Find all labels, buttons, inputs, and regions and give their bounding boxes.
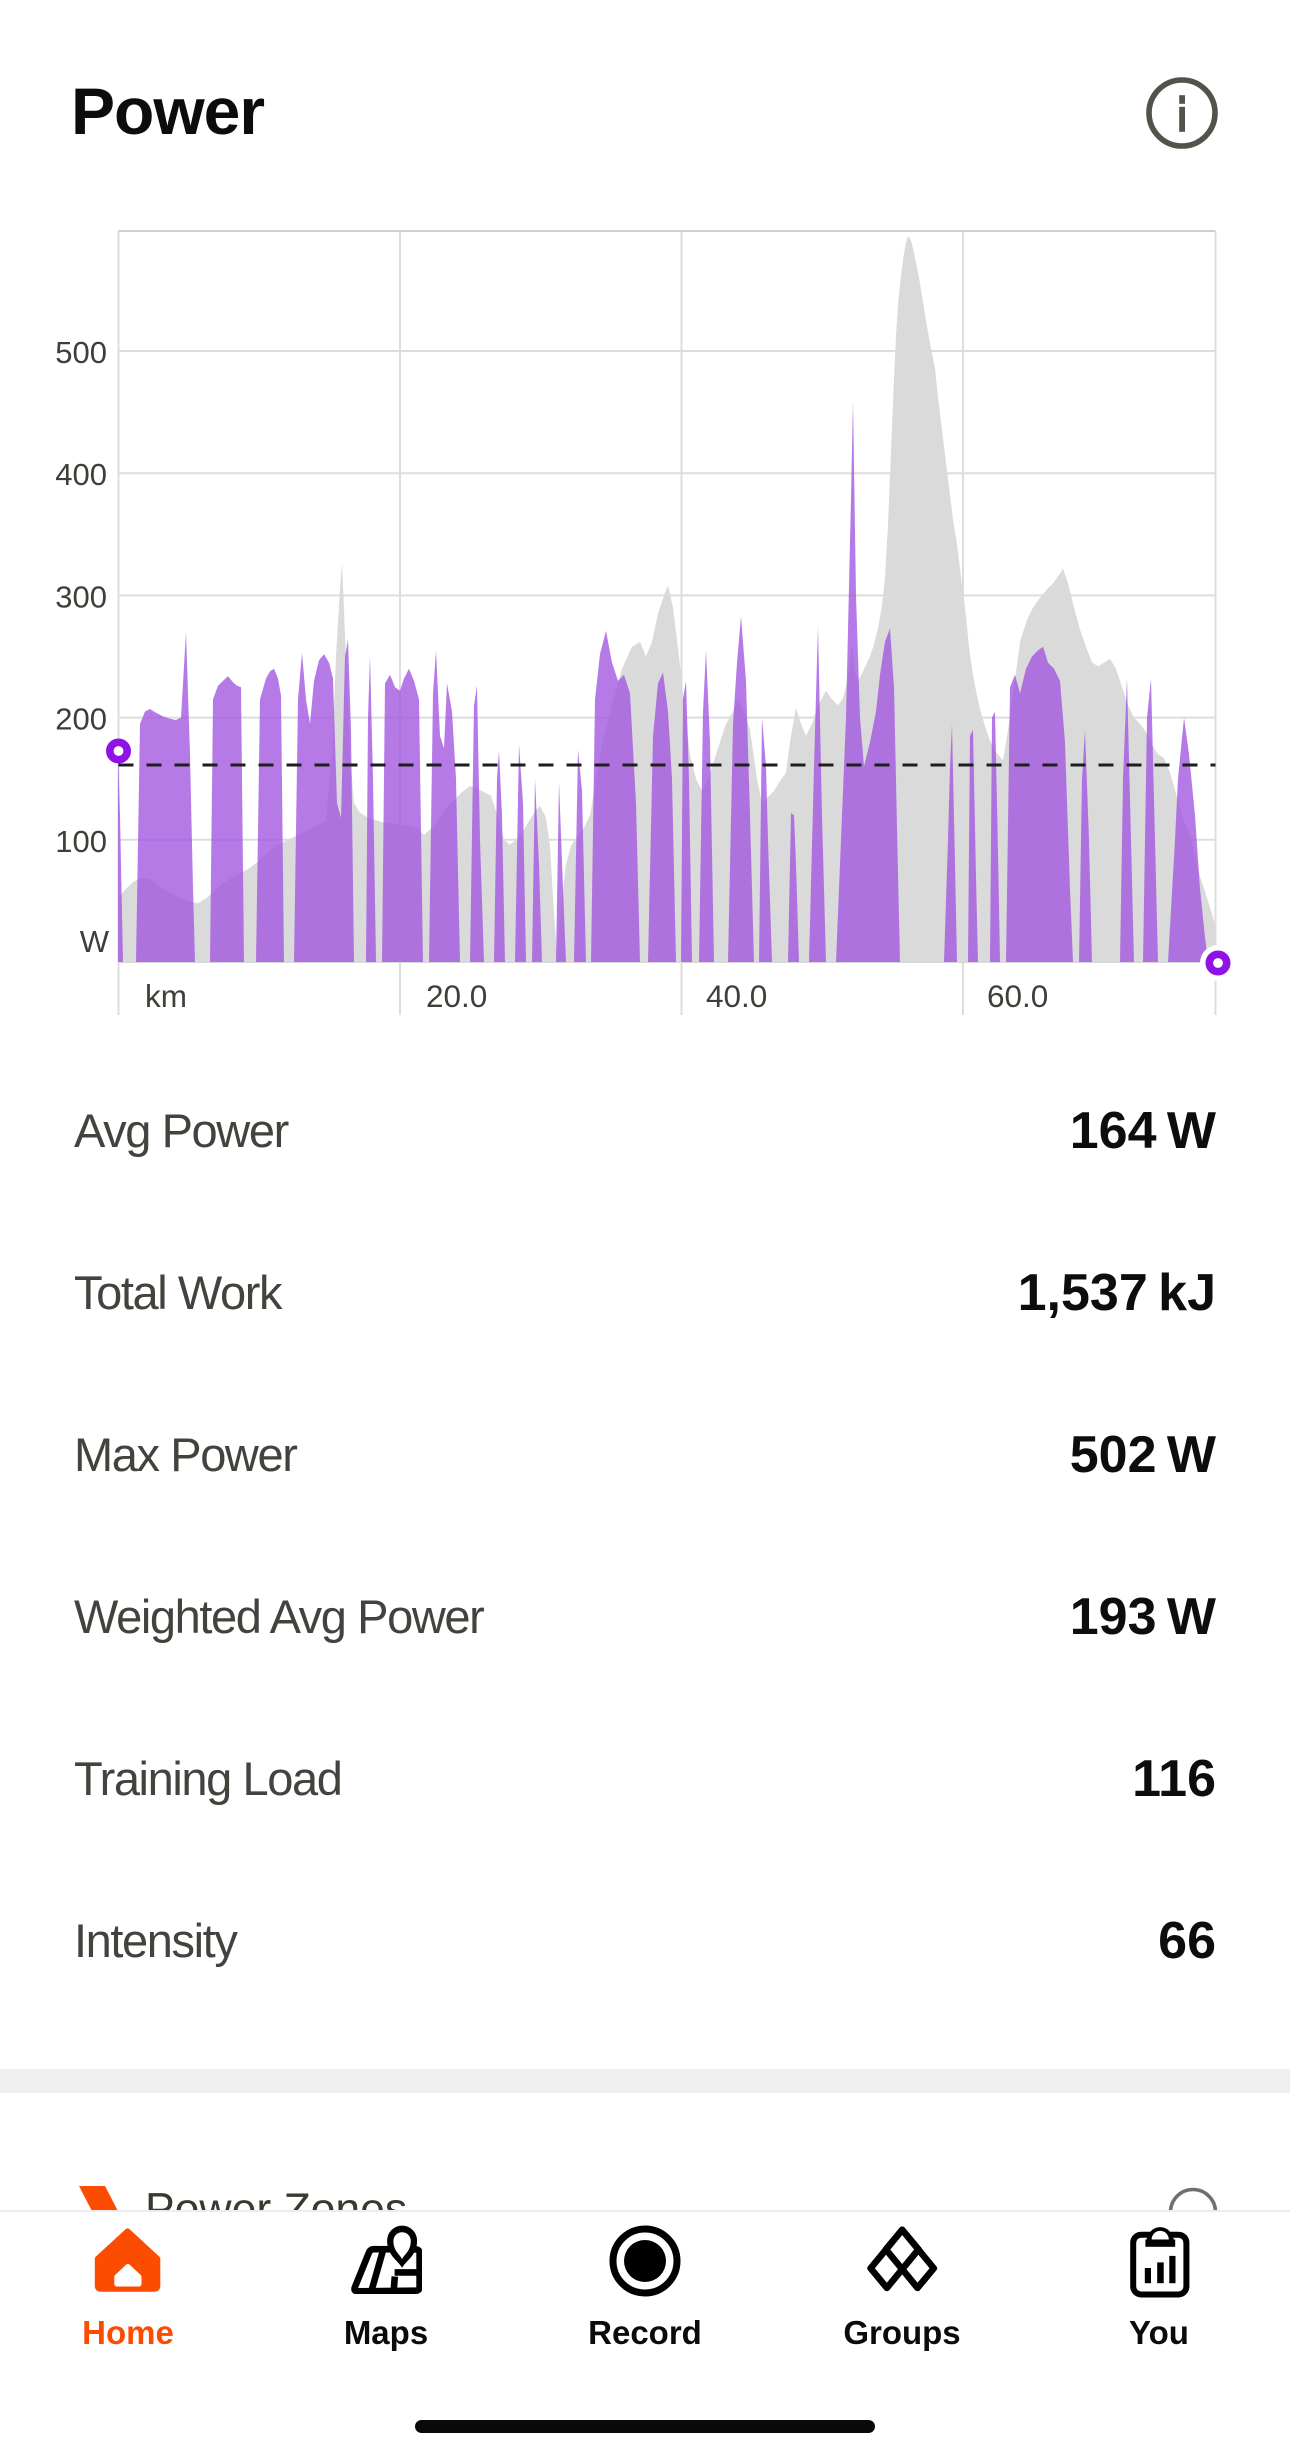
svg-text:20.0: 20.0 (426, 978, 487, 1014)
svg-text:200: 200 (55, 702, 107, 737)
svg-text:km: km (145, 978, 187, 1014)
svg-text:500: 500 (55, 335, 107, 370)
svg-text:300: 300 (55, 579, 107, 614)
svg-text:100: 100 (55, 824, 107, 859)
svg-text:40.0: 40.0 (706, 978, 767, 1014)
svg-text:W: W (80, 924, 110, 959)
svg-text:60.0: 60.0 (987, 978, 1048, 1014)
svg-text:400: 400 (55, 457, 107, 492)
